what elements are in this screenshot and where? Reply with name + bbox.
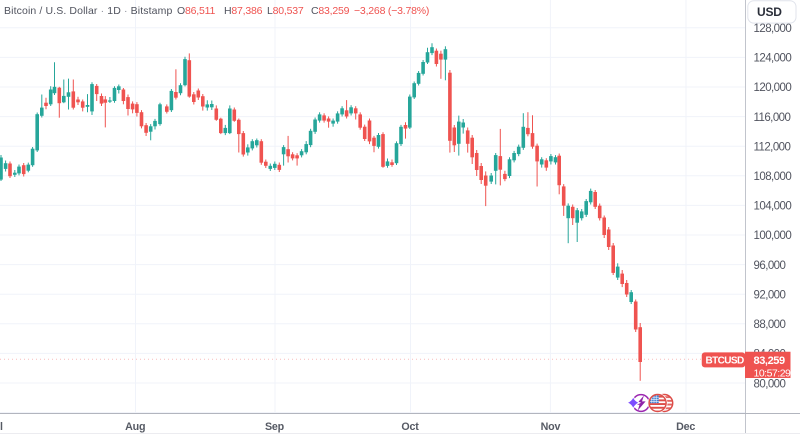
svg-text:Aug: Aug [125,421,145,433]
svg-text:80,000: 80,000 [754,378,786,390]
svg-text:Nov: Nov [541,421,561,433]
svg-text:112,000: 112,000 [754,141,791,153]
svg-text:104,000: 104,000 [754,201,792,213]
svg-text:124,000: 124,000 [754,53,792,65]
svg-text:l: l [0,421,3,433]
svg-text:USD: USD [757,5,782,19]
svg-text:88,000: 88,000 [754,319,786,331]
svg-text:100,000: 100,000 [754,230,792,242]
svg-text:128,000: 128,000 [754,23,792,35]
svg-text:Sep: Sep [265,421,285,433]
svg-text:83,259: 83,259 [754,355,786,367]
svg-text:120,000: 120,000 [754,82,792,94]
svg-text:108,000: 108,000 [754,171,792,183]
svg-text:Oct: Oct [401,421,419,433]
svg-text:92,000: 92,000 [754,289,786,301]
svg-text:96,000: 96,000 [754,260,786,272]
svg-text:116,000: 116,000 [754,112,791,124]
svg-text:10:57:29: 10:57:29 [754,368,792,380]
svg-text:BTCUSD: BTCUSD [706,356,744,367]
svg-text:Dec: Dec [676,421,695,433]
